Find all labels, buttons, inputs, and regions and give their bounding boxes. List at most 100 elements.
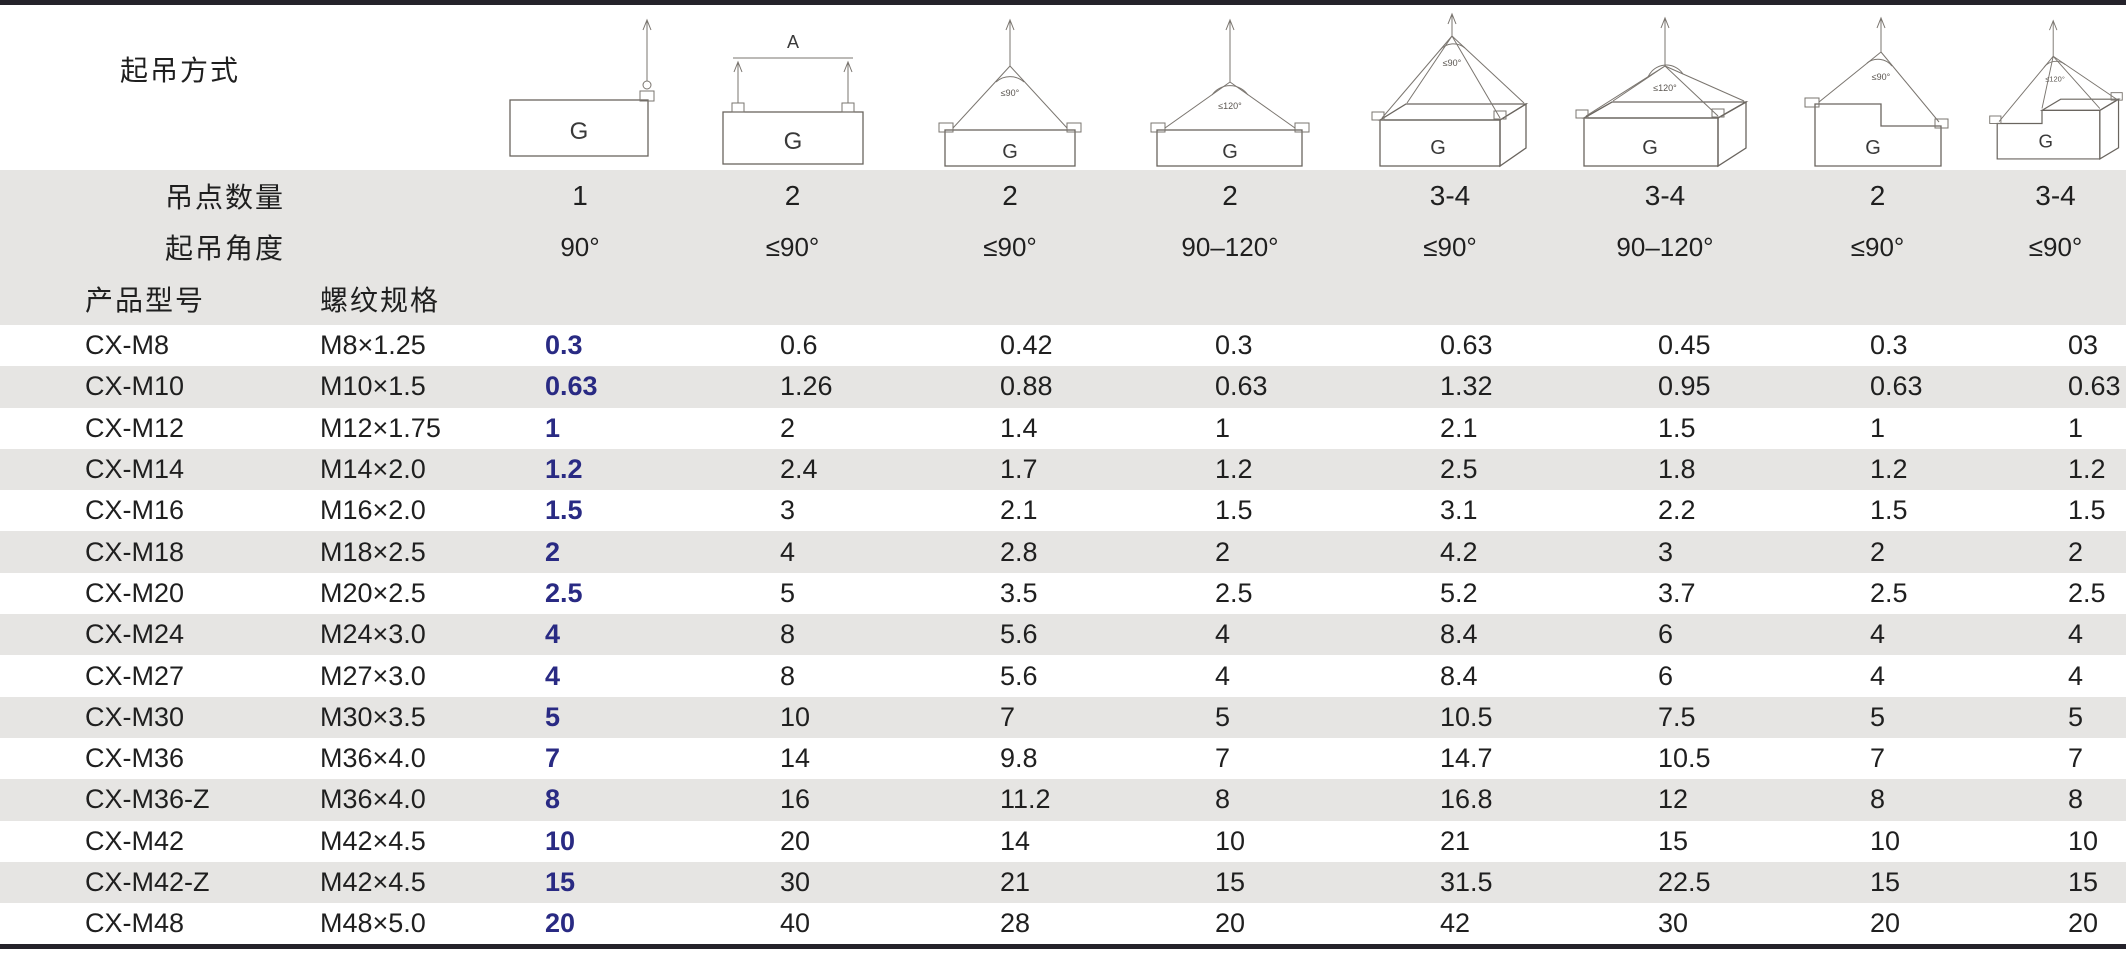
thread-cell: M36×4.0 [320, 784, 426, 815]
load-value-cell: 2.5 [1870, 577, 1908, 608]
thread-cell: M12×1.75 [320, 412, 441, 443]
svg-text:G: G [570, 118, 589, 145]
model-cell: CX-M30 [85, 701, 185, 732]
load-value-cell: 1.5 [545, 495, 583, 526]
table-row: CX-M48 M48×5.0 20 40 28 20 42 30 20 20 [0, 903, 2126, 944]
load-value-cell: 2.5 [1440, 454, 1478, 485]
thread-cell: M42×4.5 [320, 825, 426, 856]
table-row: CX-M14 M14×2.0 1.2 2.4 1.7 1.2 2.5 1.8 1… [0, 448, 2126, 491]
load-value-cell: 14 [780, 743, 811, 774]
table-row: CX-M18 M18×2.5 2 4 2.8 2 4.2 3 2 2 [0, 531, 2126, 573]
load-value-cell: 5 [2068, 701, 2084, 732]
load-value-cell: 15 [1870, 867, 1901, 897]
load-value-cell: 8 [780, 619, 796, 650]
model-cell: CX-M36-Z [85, 784, 210, 815]
load-value-cell: 16 [780, 784, 811, 815]
svg-text:G: G [2038, 131, 2053, 152]
model-cell: CX-M27 [85, 660, 185, 691]
angle-label: 起吊角度 [0, 222, 476, 272]
load-value-cell: 8 [545, 784, 561, 815]
load-value-cell: 2 [780, 412, 796, 443]
load-value-cell: 1.5 [1658, 412, 1696, 443]
model-cell: CX-M36 [85, 743, 185, 774]
model-column-header: 产品型号 [0, 272, 240, 325]
load-value-cell: 0.63 [545, 371, 598, 402]
load-value-cell: 1.8 [1658, 454, 1696, 485]
load-value-cell: 30 [1658, 908, 1689, 939]
angle-value: ≤90° [1340, 222, 1561, 272]
svg-text:G: G [1002, 141, 1018, 163]
load-value-cell: 6 [1658, 660, 1674, 691]
thread-cell: M48×5.0 [320, 908, 426, 939]
load-value-cell: 2.5 [545, 577, 583, 608]
load-value-cell: 3 [1658, 536, 1674, 567]
svg-text:≤90°: ≤90° [1871, 72, 1890, 82]
table-row: CX-M24 M24×3.0 4 8 5.6 4 8.4 6 4 4 [0, 614, 2126, 656]
thread-cell: M8×1.25 [320, 330, 426, 361]
diagram-stepped-block-two-leg-90-icon: G ≤90° [1770, 5, 1985, 170]
model-cell: CX-M24 [85, 619, 185, 650]
thread-cell: M10×1.5 [320, 371, 426, 402]
load-value-cell: 7 [1000, 701, 1016, 732]
load-value-cell: 1.2 [1215, 454, 1253, 485]
model-cell: CX-M12 [85, 412, 185, 443]
thread-cell: M36×4.0 [320, 743, 426, 774]
svg-text:≤120°: ≤120° [1218, 101, 1242, 111]
table-row: CX-M42-Z M42×4.5 15 30 21 15 31.5 22.5 1… [0, 861, 2126, 904]
svg-text:G: G [1642, 137, 1658, 159]
load-value-cell: 5.6 [1000, 619, 1038, 650]
table-row: CX-M16 M16×2.0 1.5 3 2.1 1.5 3.1 2.2 1.5… [0, 490, 2126, 531]
table-row: CX-M30 M30×3.5 5 10 7 5 10.5 7.5 5 5 [0, 696, 2126, 738]
svg-text:≤90°: ≤90° [1001, 88, 1020, 98]
load-value-cell: 7 [1215, 743, 1231, 774]
load-value-cell: 4 [545, 660, 561, 691]
angle-value: 90–120° [1560, 222, 1771, 272]
load-value-cell: 11.2 [1000, 784, 1051, 815]
load-value-cell: 7 [2068, 743, 2084, 774]
load-value-cell: 8 [1215, 784, 1231, 815]
load-value-cell: 4 [780, 536, 796, 567]
lifting-method-label: 起吊方式 [120, 55, 241, 86]
load-value-cell: 4 [1870, 660, 1886, 691]
diagram-four-leg-sling-box-90-icon: G ≤90° [1340, 5, 1560, 170]
table-row: CX-M42 M42×4.5 10 20 14 10 21 15 10 10 [0, 821, 2126, 862]
load-value-cell: 2.1 [1440, 412, 1478, 443]
load-value-cell: 0.42 [1000, 330, 1053, 361]
load-value-cell: 4 [545, 619, 561, 650]
load-value-cell: 7.5 [1658, 701, 1696, 732]
load-value-cell: 2.4 [780, 454, 818, 485]
load-value-cell: 16.8 [1440, 784, 1493, 815]
top-rule [0, 0, 2126, 5]
load-value-cell: 10 [1215, 825, 1246, 856]
points-label: 吊点数量 [0, 170, 476, 222]
load-value-cell: 14 [1000, 825, 1031, 856]
load-value-cell: 7 [1870, 743, 1886, 774]
load-value-cell: 1.26 [780, 371, 833, 402]
load-value-cell: 1 [2068, 412, 2084, 443]
load-value-cell: 8.4 [1440, 660, 1478, 691]
points-value: 3-4 [1340, 170, 1561, 222]
diagram-four-leg-sling-box-120-icon: G ≤120° [1560, 5, 1770, 170]
points-value: 1 [475, 170, 686, 222]
svg-text:A: A [786, 32, 798, 52]
load-value-cell: 5 [1870, 701, 1886, 732]
load-value-cell: 6 [1658, 619, 1674, 650]
diagram-stepped-box-multi-leg-120-icon: G ≤120° [1985, 5, 2126, 170]
load-value-cell: 4 [1215, 660, 1231, 691]
load-value-cell: 1.2 [1870, 454, 1908, 485]
load-value-cell: 20 [1870, 908, 1901, 939]
load-value-cell: 10.5 [1658, 743, 1711, 774]
thread-cell: M20×2.5 [320, 577, 426, 608]
spec-table-body: CX-M8 M8×1.25 0.3 0.6 0.42 0.3 0.63 0.45… [0, 325, 2126, 944]
load-value-cell: 20 [780, 825, 811, 856]
model-cell: CX-M10 [85, 371, 185, 402]
load-value-cell: 20 [1215, 908, 1246, 939]
thread-column-header: 螺纹规格 [240, 272, 476, 325]
load-value-cell: 0.63 [1215, 371, 1268, 402]
load-value-cell: 2 [2068, 536, 2084, 567]
load-value-cell: 4 [1870, 619, 1886, 650]
diagram-two-leg-sling-120-icon: G ≤120° [1120, 5, 1340, 170]
load-value-cell: 1.5 [2068, 495, 2106, 526]
load-value-cell: 0.63 [1440, 330, 1493, 361]
load-value-cell: 15 [1658, 825, 1689, 856]
